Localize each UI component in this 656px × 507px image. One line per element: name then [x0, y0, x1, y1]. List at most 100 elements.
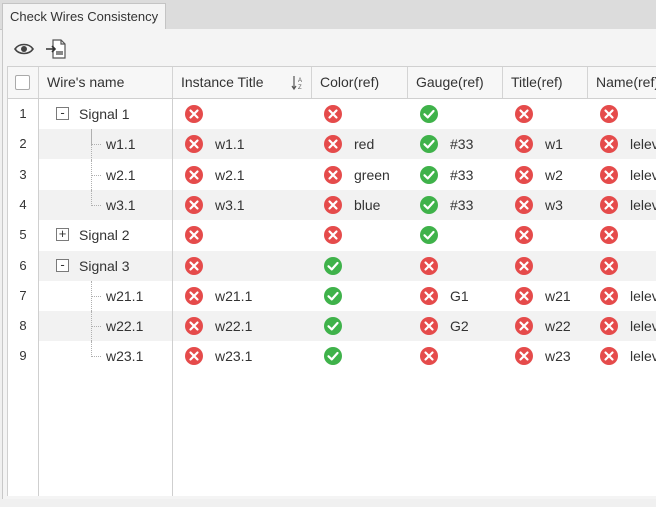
wire-name-label: Signal 1 — [79, 106, 130, 122]
check-icon — [420, 165, 438, 184]
error-icon — [324, 135, 342, 154]
instance-title-value: w2.1 — [215, 166, 245, 183]
error-icon — [600, 256, 618, 275]
name-ref-value: lelev — [630, 348, 656, 365]
check-icon — [420, 135, 438, 154]
instance-title-value: w1.1 — [215, 136, 245, 153]
toolbar — [3, 29, 656, 66]
export-icon[interactable] — [45, 38, 67, 60]
gauge-ref-value: #33 — [450, 196, 474, 213]
error-icon — [515, 347, 533, 366]
error-icon — [515, 226, 533, 245]
tree-line — [91, 144, 101, 146]
tab-bar: Check Wires Consistency — [0, 0, 656, 30]
name-ref-value: lelev — [630, 196, 656, 213]
table-row[interactable]: 1 - Signal 1 — [8, 99, 656, 129]
check-icon — [420, 105, 438, 123]
expander-glyph: - — [60, 256, 65, 272]
select-all-checkbox[interactable] — [15, 75, 30, 90]
error-icon — [185, 135, 203, 154]
col-header-gauge-ref[interactable]: Gauge(ref) — [408, 67, 503, 98]
table-row[interactable]: 5 + Signal 2 — [8, 220, 656, 251]
title-ref-value: w1 — [545, 136, 563, 153]
title-ref-value: w23 — [545, 348, 571, 365]
row-number: 5 — [8, 220, 38, 251]
col-header-title-ref[interactable]: Title(ref) — [503, 67, 588, 98]
table-row[interactable]: 4 w3.1 w3.1 blue #33 w3 lelev — [8, 189, 656, 220]
wire-name-label: w23.1 — [106, 348, 144, 365]
table-row[interactable]: 8 w22.1 w22.1 G2 w22 lelev — [8, 311, 656, 342]
wire-name-label: w3.1 — [106, 196, 136, 213]
error-icon — [600, 195, 618, 214]
row-number: 1 — [8, 99, 38, 129]
instance-title-value: w21.1 — [215, 287, 253, 304]
tree-line — [91, 204, 101, 206]
name-ref-value: lelev — [630, 318, 656, 335]
tree-line — [91, 174, 101, 176]
col-header-label: Instance Title — [181, 74, 264, 90]
error-icon — [185, 226, 203, 245]
check-icon — [324, 347, 342, 366]
wire-name-label: Signal 2 — [79, 227, 130, 244]
instance-title-value: w22.1 — [215, 318, 253, 335]
expand-icon[interactable]: + — [56, 226, 69, 242]
sort-az-icon[interactable]: AZ — [291, 75, 305, 91]
error-icon — [515, 165, 533, 184]
table-row[interactable]: 3 w2.1 w2.1 green #33 w2 lelev — [8, 159, 656, 190]
title-ref-value: w3 — [545, 196, 563, 213]
table-row[interactable]: 7 w21.1 w21.1 G1 w21 lelev — [8, 280, 656, 311]
col-header-wires-name[interactable]: Wire's name — [39, 67, 173, 98]
name-ref-value: lelev — [630, 287, 656, 304]
check-icon — [324, 256, 342, 275]
expander-glyph: - — [60, 105, 65, 120]
col-header-name-ref[interactable]: Name(ref) — [588, 67, 656, 98]
error-icon — [185, 105, 203, 123]
error-icon — [515, 317, 533, 336]
error-icon — [185, 347, 203, 366]
title-ref-value: w22 — [545, 318, 571, 335]
check-icon — [324, 317, 342, 336]
collapse-icon[interactable]: - — [56, 257, 69, 272]
gauge-ref-value: #33 — [450, 136, 474, 153]
col-header-label: Title(ref) — [511, 74, 563, 90]
wire-name-label: w1.1 — [106, 136, 136, 153]
tree-line — [91, 326, 101, 328]
tree-line — [91, 295, 101, 297]
wire-name-label: w22.1 — [106, 318, 144, 335]
row-number: 3 — [8, 159, 38, 190]
gauge-ref-value: #33 — [450, 166, 474, 183]
error-icon — [185, 317, 203, 336]
col-header-color-ref[interactable]: Color(ref) — [312, 67, 408, 98]
row-number: 2 — [8, 129, 38, 160]
row-number: 4 — [8, 189, 38, 220]
error-icon — [185, 286, 203, 305]
error-icon — [515, 286, 533, 305]
error-icon — [600, 317, 618, 336]
eye-icon[interactable] — [13, 38, 35, 60]
collapse-icon[interactable]: - — [56, 105, 69, 120]
tree-guide-line — [91, 129, 92, 206]
table-row[interactable]: 9 w23.1 w23.1 w23 lelev — [8, 341, 656, 372]
tab-check-wires-consistency[interactable]: Check Wires Consistency — [2, 3, 167, 30]
color-ref-value: blue — [354, 196, 381, 213]
error-icon — [600, 286, 618, 305]
error-icon — [515, 105, 533, 123]
error-icon — [185, 165, 203, 184]
title-ref-value: w21 — [545, 287, 571, 304]
col-header-label: Name(ref) — [596, 74, 656, 90]
error-icon — [324, 105, 342, 123]
tree-guide-line — [91, 280, 92, 358]
table-row[interactable]: 2 w1.1 w1.1 red #33 w1 lelev — [8, 129, 656, 160]
error-icon — [185, 256, 203, 275]
row-number: 6 — [8, 250, 38, 281]
svg-text:A: A — [298, 78, 302, 84]
table-row[interactable]: 6 - Signal 3 — [8, 250, 656, 281]
instance-title-value: w3.1 — [215, 196, 245, 213]
gauge-ref-value: G2 — [450, 318, 469, 335]
error-icon — [600, 347, 618, 366]
error-icon — [515, 195, 533, 214]
